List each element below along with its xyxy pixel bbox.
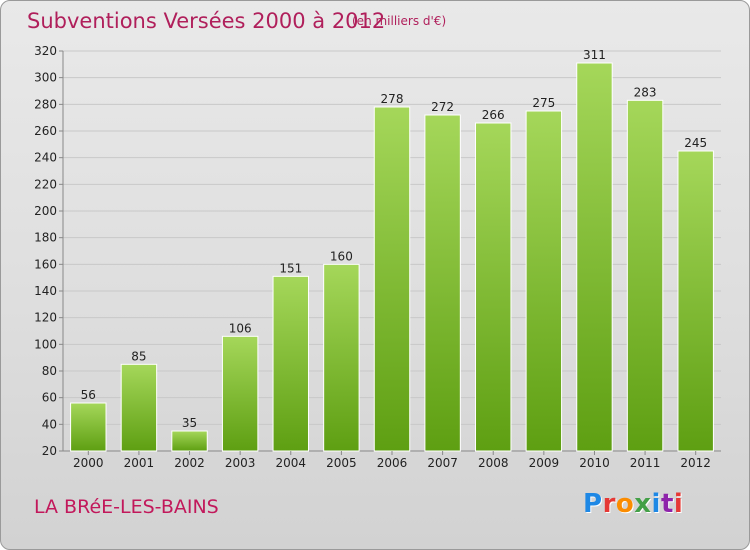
bar[interactable] bbox=[120, 363, 158, 452]
bar[interactable] bbox=[677, 150, 714, 452]
y-tick-label: 20 bbox=[42, 444, 57, 458]
bar[interactable] bbox=[475, 122, 512, 452]
bar-value-label: 151 bbox=[279, 261, 302, 275]
y-tick-label: 260 bbox=[34, 124, 57, 138]
bar-value-label: 266 bbox=[482, 108, 505, 122]
x-tick-label: 2004 bbox=[275, 456, 306, 470]
y-tick-label: 100 bbox=[34, 337, 57, 351]
x-tick-label: 2007 bbox=[427, 456, 458, 470]
logo-letter: i bbox=[651, 489, 661, 519]
commune-name: LA BRéE-LES-BAINS bbox=[34, 496, 219, 518]
bar[interactable] bbox=[373, 106, 411, 452]
x-tick-label: 2005 bbox=[326, 456, 357, 470]
bar-value-label: 272 bbox=[431, 100, 454, 114]
bar[interactable] bbox=[626, 99, 664, 452]
bar[interactable] bbox=[221, 335, 259, 452]
logo-letter: i bbox=[673, 489, 684, 519]
logo-letter: r bbox=[602, 489, 616, 519]
logo-letter: o bbox=[615, 489, 635, 519]
bar-value-label: 311 bbox=[583, 48, 606, 62]
bar-value-label: 245 bbox=[684, 136, 707, 150]
x-tick-label: 2010 bbox=[579, 456, 610, 470]
bar[interactable] bbox=[272, 275, 309, 452]
x-tick-label: 2002 bbox=[174, 456, 205, 470]
bar-value-label: 160 bbox=[330, 249, 353, 263]
y-tick-label: 120 bbox=[34, 311, 57, 325]
y-tick-label: 200 bbox=[34, 204, 57, 218]
y-tick-label: 80 bbox=[42, 364, 57, 378]
y-tick-label: 140 bbox=[34, 284, 57, 298]
bar[interactable] bbox=[323, 263, 360, 452]
bar-value-label: 283 bbox=[634, 85, 657, 99]
y-tick-label: 160 bbox=[34, 257, 57, 271]
x-tick-label: 2008 bbox=[478, 456, 509, 470]
logo-letter: x bbox=[634, 489, 652, 519]
x-tick-label: 2003 bbox=[225, 456, 256, 470]
bar-value-label: 35 bbox=[182, 416, 197, 430]
bar[interactable] bbox=[70, 402, 107, 452]
y-tick-label: 300 bbox=[34, 71, 57, 85]
chart-title: Subventions Versées 2000 à 2012 bbox=[27, 9, 386, 33]
logo-letter: P bbox=[583, 489, 603, 519]
proxiti-logo[interactable]: Proxiti bbox=[583, 489, 683, 519]
x-tick-label: 2006 bbox=[377, 456, 408, 470]
y-tick-label: 240 bbox=[34, 151, 57, 165]
bar-value-label: 275 bbox=[532, 96, 555, 110]
y-tick-label: 280 bbox=[34, 97, 57, 111]
y-tick-label: 320 bbox=[34, 44, 57, 58]
logo-letter: t bbox=[660, 489, 674, 519]
x-tick-label: 2012 bbox=[680, 456, 711, 470]
chart-subtitle: (en milliers d'€) bbox=[352, 14, 447, 28]
y-tick-label: 220 bbox=[34, 177, 57, 191]
x-tick-label: 2000 bbox=[73, 456, 104, 470]
y-tick-label: 40 bbox=[42, 417, 57, 431]
y-tick-label: 180 bbox=[34, 231, 57, 245]
bar[interactable] bbox=[424, 114, 461, 452]
bar[interactable] bbox=[525, 110, 563, 452]
bar-value-label: 56 bbox=[81, 388, 96, 402]
bar[interactable] bbox=[576, 62, 613, 452]
x-tick-label: 2001 bbox=[124, 456, 155, 470]
bar-value-label: 278 bbox=[381, 92, 404, 106]
bar-value-label: 85 bbox=[131, 349, 146, 363]
x-tick-label: 2009 bbox=[529, 456, 560, 470]
x-tick-label: 2011 bbox=[630, 456, 661, 470]
bar-value-label: 106 bbox=[229, 321, 252, 335]
bar[interactable] bbox=[171, 430, 208, 452]
y-tick-label: 60 bbox=[42, 391, 57, 405]
